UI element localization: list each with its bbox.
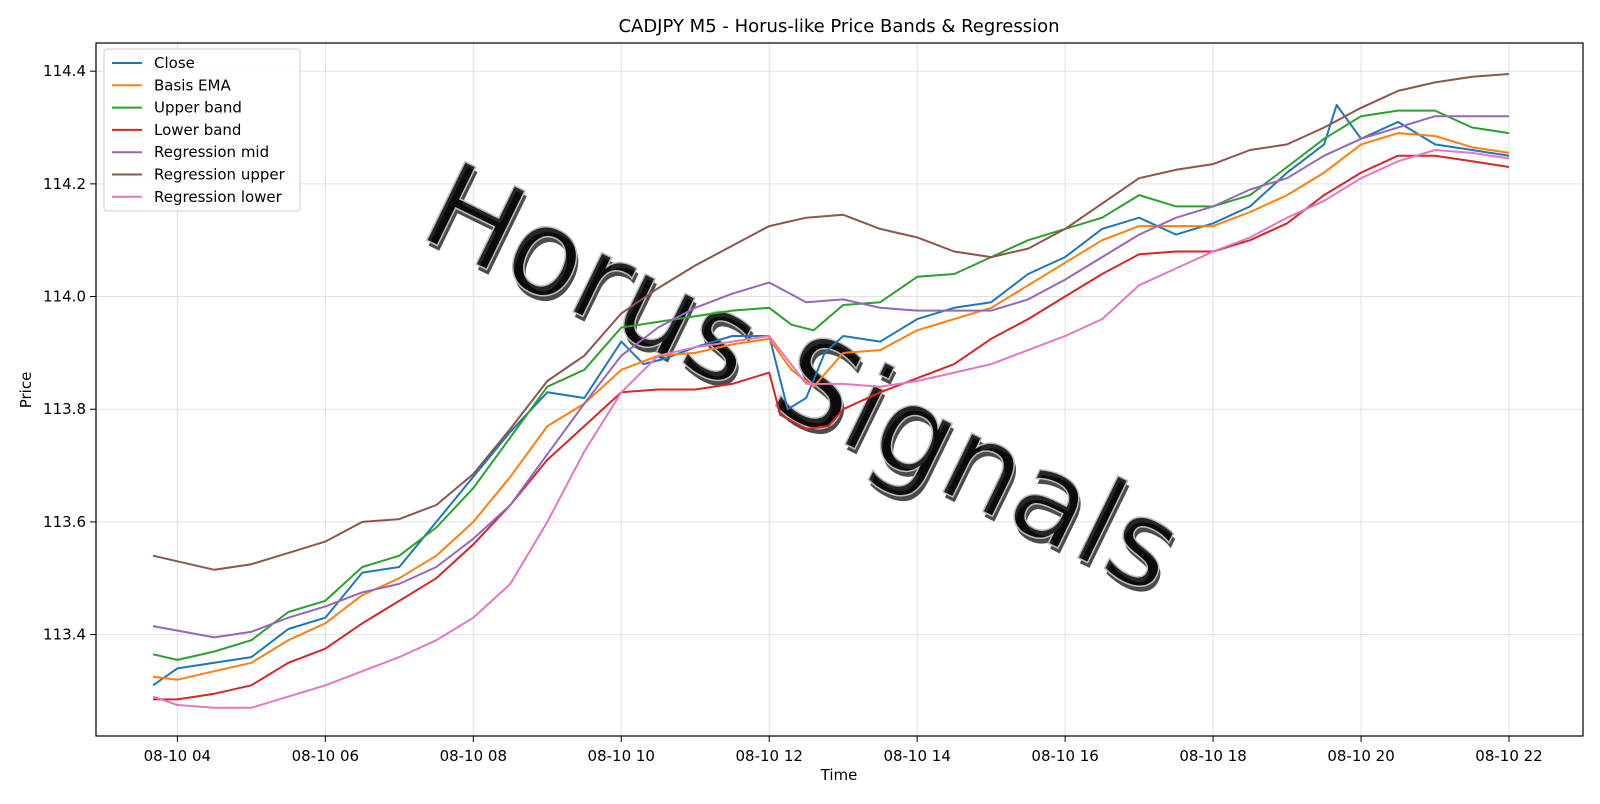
- series-line-regression-upper: [152, 73, 1510, 571]
- series-line-regression-mid: [152, 115, 1509, 639]
- x-tick-label: 08-10 08: [440, 747, 507, 765]
- y-tick-label: 113.8: [43, 400, 86, 418]
- series-line-regression-lower: [152, 149, 1510, 709]
- y-tick-label: 113.4: [43, 626, 86, 644]
- x-tick-label: 08-10 14: [883, 747, 950, 765]
- y-axis-label: Price: [17, 372, 35, 409]
- y-tick-label: 114.4: [43, 62, 86, 80]
- x-tick-label: 08-10 16: [1031, 747, 1098, 765]
- legend-label: Close: [154, 54, 195, 72]
- legend-label: Lower band: [154, 121, 241, 139]
- x-tick-label: 08-10 06: [292, 747, 359, 765]
- legend-label: Regression mid: [154, 143, 269, 161]
- series-line-upper-band: [152, 109, 1510, 661]
- x-tick-label: 08-10 20: [1327, 747, 1394, 765]
- legend-label: Regression lower: [154, 188, 283, 206]
- legend-box: [103, 48, 301, 212]
- series-layer: [152, 73, 1510, 709]
- legend-label: Upper band: [154, 99, 242, 117]
- y-tick-label: 114.0: [43, 288, 86, 306]
- plot-frame: [95, 42, 1584, 737]
- x-tick-label: 08-10 18: [1179, 747, 1246, 765]
- legend: Close Basis EMA Upper band Lower band Regres…: [103, 48, 301, 212]
- x-tick-label: 08-10 10: [588, 747, 655, 765]
- chart-title: CADJPY M5 - Horus-like Price Bands & Reg…: [618, 16, 1059, 37]
- legend-label: Basis EMA: [154, 76, 231, 94]
- x-tick-label: 08-10 12: [735, 747, 802, 765]
- series-line-close: [152, 104, 1510, 687]
- y-tick-label: 114.2: [43, 175, 86, 193]
- x-axis-label: Time: [820, 766, 858, 784]
- x-tick-label: 08-10 22: [1475, 747, 1542, 765]
- x-tick-label: 08-10 04: [144, 747, 211, 765]
- legend-label: Regression upper: [154, 166, 286, 184]
- grid: [96, 43, 1583, 736]
- series-line-lower-band: [153, 154, 1510, 701]
- y-tick-label: 113.6: [43, 513, 86, 531]
- axis-ticks: 08-10 04 08-10 06 08-10 08 08-10 10 08-10 12…: [43, 62, 1543, 765]
